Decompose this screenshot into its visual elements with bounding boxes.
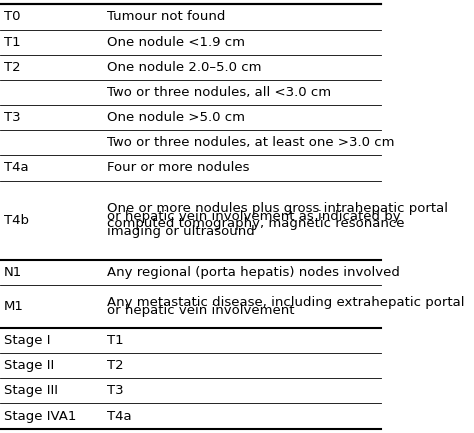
Text: Two or three nodules, at least one >3.0 cm: Two or three nodules, at least one >3.0 … xyxy=(107,136,394,149)
Text: Four or more nodules: Four or more nodules xyxy=(107,162,249,174)
Text: One nodule <1.9 cm: One nodule <1.9 cm xyxy=(107,36,245,48)
Text: Two or three nodules, all <3.0 cm: Two or three nodules, all <3.0 cm xyxy=(107,86,331,99)
Text: computed tomography, magnetic resonance: computed tomography, magnetic resonance xyxy=(107,217,404,230)
Text: T4a: T4a xyxy=(107,410,131,423)
Text: T2: T2 xyxy=(107,359,123,372)
Text: M1: M1 xyxy=(4,300,24,313)
Text: T1: T1 xyxy=(4,36,20,48)
Text: Stage II: Stage II xyxy=(4,359,54,372)
Text: N1: N1 xyxy=(4,266,22,279)
Text: Stage III: Stage III xyxy=(4,385,58,397)
Text: Any metastatic disease, including extrahepatic portal: Any metastatic disease, including extrah… xyxy=(107,296,464,309)
Text: or hepatic vein involvement as indicated by: or hepatic vein involvement as indicated… xyxy=(107,210,401,223)
Text: T0: T0 xyxy=(4,10,20,23)
Text: T1: T1 xyxy=(107,334,123,347)
Text: imaging or ultrasound: imaging or ultrasound xyxy=(107,225,255,238)
Text: One or more nodules plus gross intrahepatic portal: One or more nodules plus gross intrahepa… xyxy=(107,202,447,215)
Text: Any regional (porta hepatis) nodes involved: Any regional (porta hepatis) nodes invol… xyxy=(107,266,400,279)
Text: T4a: T4a xyxy=(4,162,28,174)
Text: T3: T3 xyxy=(107,385,123,397)
Text: T3: T3 xyxy=(4,111,20,124)
Text: T4b: T4b xyxy=(4,213,29,226)
Text: Stage IVA1: Stage IVA1 xyxy=(4,410,76,423)
Text: Stage I: Stage I xyxy=(4,334,50,347)
Text: One nodule >5.0 cm: One nodule >5.0 cm xyxy=(107,111,245,124)
Text: or hepatic vein involvement: or hepatic vein involvement xyxy=(107,304,294,317)
Text: T2: T2 xyxy=(4,61,20,74)
Text: One nodule 2.0–5.0 cm: One nodule 2.0–5.0 cm xyxy=(107,61,261,74)
Text: Tumour not found: Tumour not found xyxy=(107,10,225,23)
